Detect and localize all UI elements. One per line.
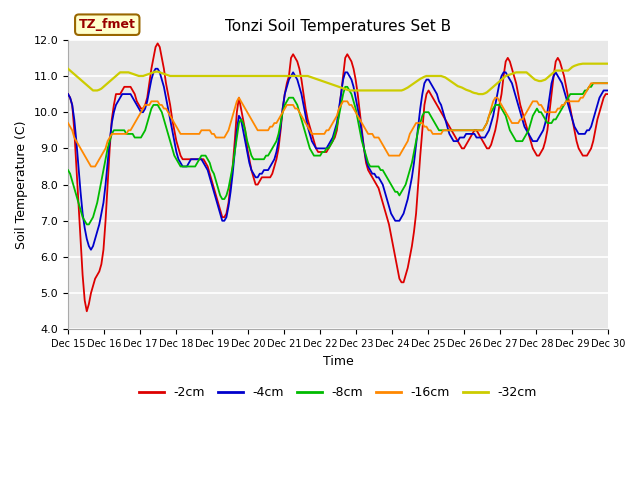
- X-axis label: Time: Time: [323, 355, 353, 368]
- Text: TZ_fmet: TZ_fmet: [79, 18, 136, 31]
- Legend: -2cm, -4cm, -8cm, -16cm, -32cm: -2cm, -4cm, -8cm, -16cm, -32cm: [134, 381, 542, 404]
- Title: Tonzi Soil Temperatures Set B: Tonzi Soil Temperatures Set B: [225, 20, 451, 35]
- Y-axis label: Soil Temperature (C): Soil Temperature (C): [15, 120, 28, 249]
